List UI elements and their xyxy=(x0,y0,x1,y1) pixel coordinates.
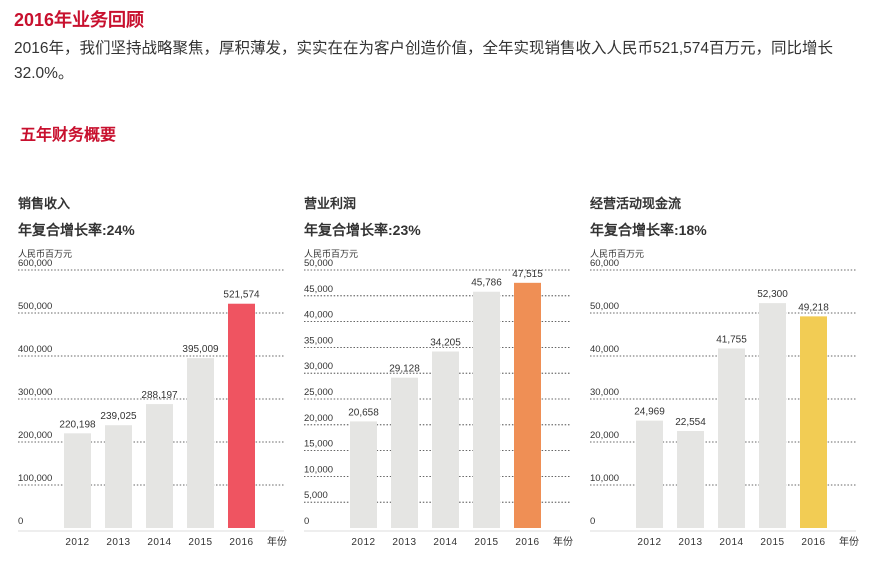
bar-operating-cash-flow-2015 xyxy=(759,303,786,528)
bar-operating-profit-2016 xyxy=(514,282,541,528)
x-tick-label: 2012 xyxy=(637,537,661,548)
y-tick-label: 50,000 xyxy=(304,258,333,269)
y-tick-label: 15,000 xyxy=(304,439,333,450)
y-tick-label: 10,000 xyxy=(304,464,333,475)
bar-operating-profit-2015 xyxy=(473,291,500,528)
x-tick-label: 2015 xyxy=(760,537,784,548)
bar-value-label: 24,969 xyxy=(634,407,665,418)
x-axis-label: 年份 xyxy=(839,535,859,548)
x-tick-label: 2012 xyxy=(65,537,89,548)
bar-operating-profit-2014 xyxy=(432,351,459,528)
bar-revenue-2014 xyxy=(146,404,173,528)
y-tick-label: 0 xyxy=(304,516,309,527)
x-tick-label: 2015 xyxy=(474,537,498,548)
x-tick-label: 2013 xyxy=(106,537,130,548)
bar-value-label: 521,574 xyxy=(223,290,260,301)
chart-cagr: 年复合增长率:24% xyxy=(18,222,135,238)
chart-cagr: 年复合增长率:18% xyxy=(590,222,707,238)
y-tick-label: 35,000 xyxy=(304,335,333,346)
y-tick-label: 0 xyxy=(590,516,595,527)
bar-value-label: 220,198 xyxy=(59,419,96,430)
bar-value-label: 20,658 xyxy=(348,407,379,418)
y-axis-unit-label: 人民币百万元 xyxy=(304,249,358,259)
bar-operating-cash-flow-2012 xyxy=(636,420,663,528)
section-title: 五年财务概要 xyxy=(20,127,117,144)
x-axis-label: 年份 xyxy=(553,535,573,548)
bar-revenue-2015 xyxy=(187,358,214,528)
bar-value-label: 52,300 xyxy=(757,289,788,300)
y-tick-label: 40,000 xyxy=(590,344,619,355)
x-axis-label: 年份 xyxy=(267,535,287,548)
operating-profit-bar-chart: 人民币百万元 0 5,000 10,000 15,000 20,000 25,000 30,0… xyxy=(304,249,573,548)
y-tick-label: 20,000 xyxy=(304,413,333,424)
bar-value-label: 45,786 xyxy=(471,278,502,289)
intro-paragraph: 2016年，我们坚持战略聚焦，厚积薄发，实实在在为客户创造价值，全年实现销售收入… xyxy=(14,40,834,82)
y-tick-label: 300,000 xyxy=(18,387,52,398)
chart-title: 营业利润 xyxy=(304,196,357,211)
x-tick-label: 2014 xyxy=(433,537,457,548)
chart-panel-operating-profit: 营业利润 年复合增长率:23% 人民币百万元 0 5,000 10,000 15,000… xyxy=(304,190,584,560)
y-tick-label: 60,000 xyxy=(590,258,619,269)
bar-value-label: 49,218 xyxy=(798,302,829,313)
revenue-bar-chart: 人民币百万元 0 100,000 200,000 300,000 400,000 500,0… xyxy=(18,249,287,548)
bar-revenue-2012 xyxy=(64,433,91,528)
chart-title: 销售收入 xyxy=(18,196,71,211)
y-axis-unit-label: 人民币百万元 xyxy=(590,249,644,259)
chart-cagr: 年复合增长率:23% xyxy=(304,222,421,238)
bar-value-label: 47,515 xyxy=(512,269,543,280)
bar-revenue-2013 xyxy=(105,425,132,528)
y-tick-label: 400,000 xyxy=(18,344,52,355)
y-tick-label: 30,000 xyxy=(590,387,619,398)
bar-operating-profit-2013 xyxy=(391,377,418,528)
bar-value-label: 22,554 xyxy=(675,417,706,428)
y-tick-label: 10,000 xyxy=(590,473,619,484)
y-tick-label: 50,000 xyxy=(590,301,619,312)
chart-panel-operating-cash-flow: 经营活动现金流 年复合增长率:18% 人民币百万元 0 10,000 20,000 30… xyxy=(590,190,870,560)
operating-cash-flow-bar-chart: 人民币百万元 0 10,000 20,000 30,000 40,000 50,000 60,… xyxy=(590,249,859,548)
x-tick-label: 2016 xyxy=(515,537,539,548)
page-title: 2016年业务回顾 xyxy=(14,10,145,30)
y-tick-label: 600,000 xyxy=(18,258,52,269)
bar-value-label: 29,128 xyxy=(389,364,420,375)
bar-operating-profit-2012 xyxy=(350,421,377,528)
y-tick-label: 30,000 xyxy=(304,361,333,372)
chart-panel-revenue: 销售收入 年复合增长率:24% 人民币百万元 0 100,000 200,000 300… xyxy=(18,190,298,560)
bar-value-label: 288,197 xyxy=(141,390,178,401)
bar-revenue-2016 xyxy=(228,303,255,528)
y-tick-label: 20,000 xyxy=(590,430,619,441)
bar-operating-cash-flow-2013 xyxy=(677,431,704,528)
bar-value-label: 395,009 xyxy=(182,344,219,355)
y-tick-label: 5,000 xyxy=(304,490,328,501)
x-tick-label: 2013 xyxy=(678,537,702,548)
y-tick-label: 45,000 xyxy=(304,284,333,295)
y-axis-unit-label: 人民币百万元 xyxy=(18,249,72,259)
y-tick-label: 25,000 xyxy=(304,387,333,398)
chart-title: 经营活动现金流 xyxy=(590,196,682,211)
bar-value-label: 41,755 xyxy=(716,334,747,345)
y-tick-label: 200,000 xyxy=(18,430,52,441)
y-tick-label: 0 xyxy=(18,516,23,527)
bar-operating-cash-flow-2014 xyxy=(718,348,745,528)
x-tick-label: 2015 xyxy=(188,537,212,548)
x-tick-label: 2014 xyxy=(719,537,743,548)
y-tick-label: 100,000 xyxy=(18,473,52,484)
y-tick-label: 40,000 xyxy=(304,310,333,321)
x-tick-label: 2013 xyxy=(392,537,416,548)
bar-operating-cash-flow-2016 xyxy=(800,316,827,528)
x-tick-label: 2016 xyxy=(801,537,825,548)
x-tick-label: 2014 xyxy=(147,537,171,548)
x-tick-label: 2012 xyxy=(351,537,375,548)
y-tick-label: 500,000 xyxy=(18,301,52,312)
x-tick-label: 2016 xyxy=(229,537,253,548)
bar-value-label: 34,205 xyxy=(430,338,461,349)
bar-value-label: 239,025 xyxy=(100,411,137,422)
